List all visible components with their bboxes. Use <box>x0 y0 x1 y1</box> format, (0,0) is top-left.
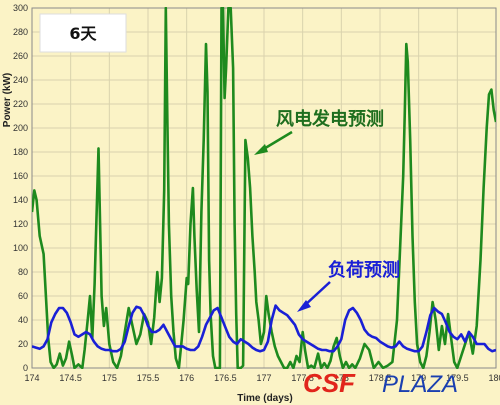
y-tick-label: 20 <box>18 339 28 349</box>
x-tick-label: 175.5 <box>137 373 160 383</box>
y-tick-label: 220 <box>13 99 28 109</box>
watermark: CSF PLAZA <box>303 368 458 398</box>
y-tick-label: 180 <box>13 147 28 157</box>
x-tick-label: 174 <box>24 373 39 383</box>
y-tick-label: 80 <box>18 267 28 277</box>
y-axis-ticks: 0 20 40 60 80 100 120 140 160 180 200 220 240 260 280 3… <box>13 3 28 373</box>
load-callout-arrow <box>303 281 331 307</box>
load-series-callout: 负荷预测 <box>328 259 400 281</box>
y-tick-label: 280 <box>13 27 28 37</box>
y-tick-label: 0 <box>23 363 28 373</box>
x-tick-label: 179.5 <box>446 373 469 383</box>
x-tick-label: 178.5 <box>369 373 392 383</box>
duration-badge-label: 6天 <box>69 24 97 43</box>
load-forecast-line <box>32 304 496 353</box>
x-tick-label: 175 <box>102 373 117 383</box>
y-tick-label: 260 <box>13 51 28 61</box>
x-axis-title: Time (days) <box>237 393 292 404</box>
y-tick-label: 300 <box>13 3 28 13</box>
wind-callout-arrowhead <box>254 144 268 155</box>
x-tick-label: 178 <box>334 373 349 383</box>
wind-series-callout: 风电发电预测 <box>276 108 384 130</box>
duration-badge: 6天 <box>39 13 127 53</box>
plot-border <box>31 7 497 369</box>
y-tick-label: 240 <box>13 75 28 85</box>
y-tick-label: 200 <box>13 123 28 133</box>
x-tick-label: 174.5 <box>59 373 82 383</box>
y-tick-label: 120 <box>13 219 28 229</box>
duration-badge-box <box>39 13 127 53</box>
x-tick-label: 180 <box>488 373 500 383</box>
x-tick-label: 177.5 <box>291 373 314 383</box>
wind-callout-arrow <box>261 130 293 152</box>
x-tick-label: 177 <box>256 373 271 383</box>
watermark-text-part1: CSF <box>303 368 356 398</box>
x-tick-label: 176 <box>179 373 194 383</box>
wind-forecast-line <box>32 7 496 369</box>
watermark-text-part2: PLAZA <box>382 371 458 398</box>
load-callout-arrowhead <box>297 300 311 312</box>
y-tick-label: 160 <box>13 171 28 181</box>
y-tick-label: 60 <box>18 291 28 301</box>
y-tick-label: 140 <box>13 195 28 205</box>
y-tick-label: 40 <box>18 315 28 325</box>
x-tick-label: 179 <box>411 373 426 383</box>
x-tick-label: 176.5 <box>214 373 237 383</box>
load-callout: 负荷预测 <box>297 259 400 312</box>
wind-callout: 风电发电预测 <box>254 108 384 155</box>
x-axis-ticks: 174 174.5 175 175.5 176 176.5 177 177.5 178 178.5… <box>24 373 500 383</box>
y-tick-label: 100 <box>13 243 28 253</box>
y-axis-title: Power (kW) <box>2 73 13 127</box>
series-layer <box>32 7 496 369</box>
